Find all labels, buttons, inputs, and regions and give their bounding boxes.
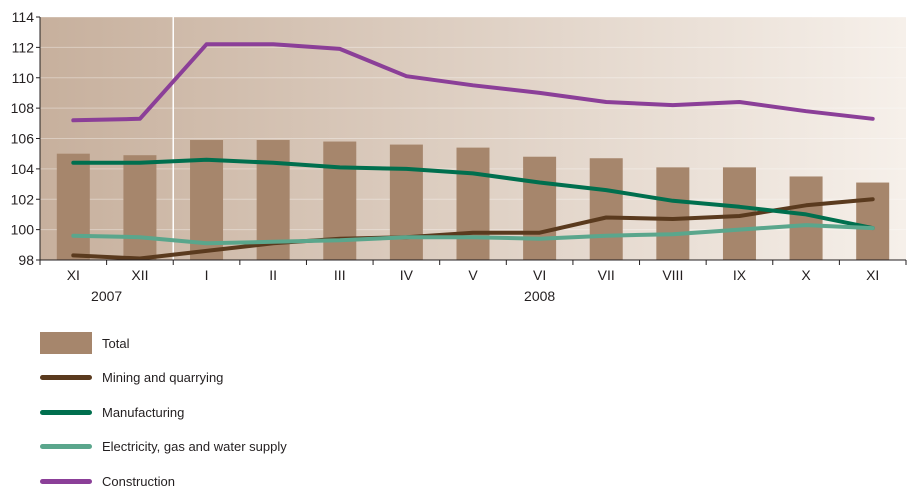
y-tick-label: 112: [12, 39, 35, 55]
legend: Total Mining and quarrying Manufacturing El…: [40, 326, 287, 499]
y-tick-label: 108: [11, 100, 35, 116]
x-tick-label: IX: [733, 267, 747, 283]
bar-total: [456, 147, 490, 260]
y-tick-label: 106: [11, 131, 35, 147]
y-tick-labels: 98 100 102 104 106 108 110 112 114: [11, 9, 40, 268]
legend-item: Total: [40, 326, 287, 361]
x-tick-label: VIII: [662, 267, 683, 283]
x-tick-label: VII: [598, 267, 615, 283]
year-labels: 2007 2008: [91, 288, 555, 304]
legend-label: Manufacturing: [102, 404, 185, 420]
y-tick-label: 102: [11, 191, 35, 207]
legend-label: Construction: [102, 473, 175, 489]
y-tick-label: 114: [12, 9, 35, 25]
year-label: 2007: [91, 288, 122, 304]
legend-label: Mining and quarrying: [102, 370, 224, 386]
bar-total: [589, 158, 623, 260]
x-tick-label: IV: [400, 267, 414, 283]
legend-swatch: [40, 444, 92, 450]
legend-swatch: [40, 375, 92, 381]
bar-total: [656, 167, 690, 260]
y-tick-label: 100: [11, 222, 35, 238]
year-label: 2008: [524, 288, 555, 304]
x-tick-labels: XI XII I II III IV V VI VII VIII IX X XI: [39, 260, 907, 283]
series-lines: [71, 42, 875, 261]
x-tick-label: X: [801, 267, 811, 283]
y-tick-label: 98: [18, 252, 34, 268]
x-tick-label: XII: [131, 267, 148, 283]
series-line-construction: [71, 42, 875, 123]
x-tick-label: XI: [67, 267, 80, 283]
x-tick-label: VI: [533, 267, 546, 283]
y-tick-label: 110: [12, 70, 35, 86]
series-line-manufacturing: [71, 157, 875, 231]
bar-total: [123, 155, 157, 260]
legend-item: Construction: [40, 464, 287, 499]
bar-total: [856, 182, 890, 260]
legend-swatch: [40, 409, 92, 415]
series-line-electricity-gas-and-water-supply: [71, 223, 875, 246]
x-tick-label: V: [468, 267, 478, 283]
bar-total: [389, 144, 423, 260]
x-tick-label: III: [334, 267, 346, 283]
legend-swatch: [40, 332, 92, 355]
series-line-mining-and-quarrying: [71, 197, 875, 261]
legend-item: Manufacturing: [40, 395, 287, 430]
x-tick-label: XI: [866, 267, 879, 283]
bar-total: [523, 156, 557, 260]
legend-label: Total: [102, 335, 130, 351]
legend-label: Electricity, gas and water supply: [102, 439, 287, 455]
y-tick-label: 104: [11, 161, 35, 177]
legend-item: Electricity, gas and water supply: [40, 430, 287, 465]
legend-swatch: [40, 478, 92, 484]
bar-total: [56, 153, 90, 260]
legend-item: Mining and quarrying: [40, 361, 287, 396]
x-tick-label: I: [205, 267, 209, 283]
x-tick-label: II: [269, 267, 277, 283]
